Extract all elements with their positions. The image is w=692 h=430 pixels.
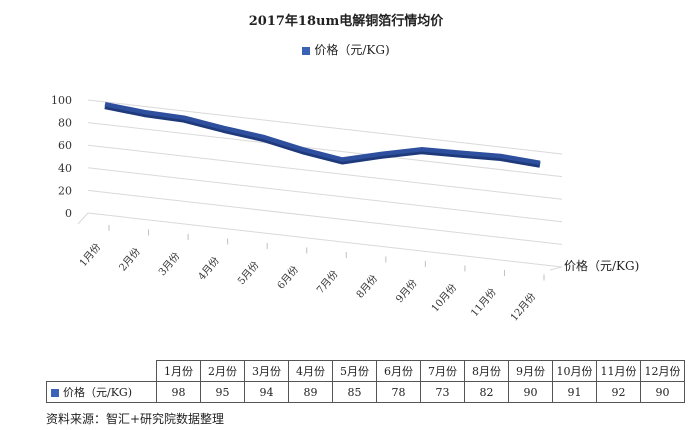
- table-header-cell: 12月份: [640, 360, 685, 382]
- table-swatch: [51, 389, 59, 397]
- data-table: 1月份 2月份 3月份 4月份 5月份 6月份 7月份 8月份 9月份 10月份 11月份 12月份 …: [46, 360, 685, 403]
- table-header-cell: 9月份: [508, 360, 553, 382]
- table-row-label-text: 价格（元/KG): [63, 386, 133, 399]
- table-value-cell: 85: [332, 381, 377, 403]
- depth-axis-label: 价格（元/KG): [564, 259, 640, 273]
- table-header-cell: 6月份: [376, 360, 421, 382]
- x-tick-label: 12月份: [508, 291, 538, 324]
- table-row-label: 价格（元/KG): [46, 381, 157, 403]
- table-header-row: 1月份 2月份 3月份 4月份 5月份 6月份 7月份 8月份 9月份 10月份 11月份 12月份: [46, 360, 685, 382]
- floor-left-edge: [77, 212, 89, 225]
- x-tick-label: 6月份: [275, 264, 301, 292]
- table-header-cell: 11月份: [596, 360, 641, 382]
- x-tick-label: 7月份: [314, 268, 340, 296]
- x-tick-label: 1月份: [77, 241, 103, 269]
- gridline-2: [87, 167, 563, 223]
- y-tick-label: 80: [58, 117, 72, 130]
- table-header-cell: 4月份: [288, 360, 333, 382]
- x-tick-label: 10月份: [429, 282, 459, 315]
- table-header-cell: 10月份: [552, 360, 597, 382]
- table-value-cell: 98: [156, 381, 201, 403]
- gridline-1: [87, 189, 563, 245]
- table-value-cell: 91: [552, 381, 597, 403]
- table-header-cell: 1月份: [156, 360, 201, 382]
- table-value-cell: 94: [244, 381, 289, 403]
- y-tick-label: 20: [58, 184, 72, 197]
- table-header-cell: 2月份: [200, 360, 245, 382]
- table-value-cell: 95: [200, 381, 245, 403]
- x-tick-label: 5月份: [235, 259, 261, 287]
- floor-right-edge: [549, 266, 563, 271]
- x-tick-label: 9月份: [394, 277, 420, 305]
- legend-swatch: [302, 46, 311, 55]
- table-value-row: 价格（元/KG) 98 95 94 89 85 78 73 82 90 91 92 90: [46, 381, 685, 403]
- table-value-cell: 89: [288, 381, 333, 403]
- y-tick-label: 100: [51, 94, 72, 107]
- chart-title: 2017年18um电解铜箔行情均价: [248, 14, 444, 29]
- table-value-cell: 73: [420, 381, 465, 403]
- x-tick-label: 8月份: [354, 273, 380, 301]
- table-header-cell: 7月份: [420, 360, 465, 382]
- x-tick-label: 3月份: [156, 250, 182, 278]
- table-header-cell: 5月份: [332, 360, 377, 382]
- gridline-3: [87, 144, 563, 200]
- x-tick-label: 11月份: [469, 286, 499, 319]
- table-header-cell: 3月份: [244, 360, 289, 382]
- x-tick-label: 4月份: [196, 255, 222, 283]
- series-line: [104, 101, 541, 166]
- gridline-4: [87, 122, 563, 178]
- gridline-5: [87, 99, 563, 155]
- source-note: 资料来源：智汇+研究院数据整理: [46, 412, 225, 426]
- table-value-cell: 78: [376, 381, 421, 403]
- table-value-cell: 82: [464, 381, 509, 403]
- y-tick-label: 40: [58, 162, 72, 175]
- x-tick-label: 2月份: [117, 246, 143, 274]
- table-value-cell: 90: [640, 381, 685, 403]
- legend: 价格（元/KG): [0, 41, 692, 58]
- gridline-0: [87, 212, 563, 268]
- table-corner: [46, 360, 157, 382]
- y-tick-label: 0: [65, 207, 72, 220]
- table-value-cell: 90: [508, 381, 553, 403]
- table-value-cell: 92: [596, 381, 641, 403]
- legend-label: 价格（元/KG): [314, 43, 390, 57]
- y-tick-label: 60: [58, 139, 72, 152]
- table-header-cell: 8月份: [464, 360, 509, 382]
